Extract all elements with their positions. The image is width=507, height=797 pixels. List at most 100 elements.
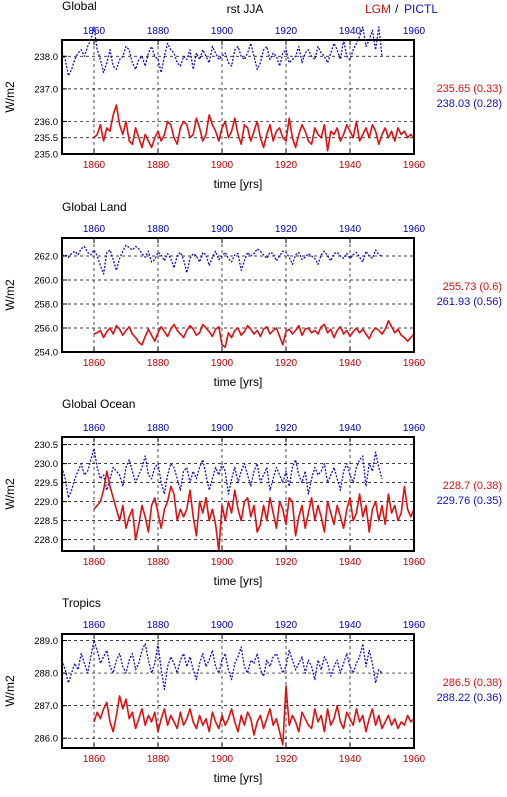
annotation-pictl: 261.93 (0.56) xyxy=(437,296,502,308)
gridlines xyxy=(62,40,414,154)
ytick-label: 235.0 xyxy=(34,150,58,161)
xtick-label-top: 1860 xyxy=(83,620,106,631)
xtick-label-bottom: 1880 xyxy=(147,160,170,171)
xtick-label-bottom: 1960 xyxy=(403,358,426,369)
plot-frame xyxy=(61,436,415,552)
legend-separator: / xyxy=(395,2,399,16)
xtick-label-bottom: 1920 xyxy=(275,557,298,568)
xtick-label-top: 1920 xyxy=(275,620,298,631)
ytick-label: 258.0 xyxy=(34,300,58,311)
xtick-label-bottom: 1940 xyxy=(339,557,362,568)
x-axis-label: time [yrs] xyxy=(214,771,263,785)
annotation-lgm: 228.7 (0.38) xyxy=(443,480,502,492)
xtick-label-top: 1960 xyxy=(403,26,426,37)
xtick-label-top: 1880 xyxy=(147,423,170,434)
gridlines xyxy=(62,437,414,551)
xtick-label-bottom: 1920 xyxy=(275,358,298,369)
xtick-label-top: 1860 xyxy=(83,26,106,37)
ytick-label: 228.0 xyxy=(34,535,58,546)
panel-title: Global Land xyxy=(62,200,127,214)
xtick-label-top: 1940 xyxy=(339,423,362,434)
series-line-lgm xyxy=(93,104,415,152)
xtick-label-top: 1960 xyxy=(403,423,426,434)
xtick-label-top: 1880 xyxy=(147,224,170,235)
ytick-label: 288.0 xyxy=(34,669,58,680)
ytick-label: 230.0 xyxy=(34,459,58,470)
xtick-label-bottom: 1940 xyxy=(339,358,362,369)
panel-title: Global Ocean xyxy=(62,397,135,411)
xtick-label-top: 1900 xyxy=(211,224,234,235)
xtick-label-bottom: 1900 xyxy=(211,358,234,369)
xtick-label-bottom: 1900 xyxy=(211,557,234,568)
series-line-lgm xyxy=(93,470,415,552)
ytick-label: 229.0 xyxy=(34,497,58,508)
xtick-label-bottom: 1880 xyxy=(147,557,170,568)
xtick-label-top: 1940 xyxy=(339,224,362,235)
series-line-lgm xyxy=(93,685,415,746)
ytick-label: 260.0 xyxy=(34,276,58,287)
series-line-pictl xyxy=(61,447,383,499)
xtick-label-top: 1920 xyxy=(275,26,298,37)
legend-lgm: LGM xyxy=(365,2,391,16)
annotation-lgm: 286.5 (0.38) xyxy=(443,677,502,689)
xtick-label-bottom: 1860 xyxy=(83,557,106,568)
xtick-label-top: 1940 xyxy=(339,26,362,37)
xtick-label-top: 1920 xyxy=(275,423,298,434)
ytick-label: 287.0 xyxy=(34,701,58,712)
annotation-pictl: 238.03 (0.28) xyxy=(437,98,502,110)
series-line-pictl xyxy=(61,244,383,275)
xtick-label-bottom: 1960 xyxy=(403,160,426,171)
series-line-lgm xyxy=(93,319,415,349)
annotation-pictl: 229.76 (0.35) xyxy=(437,495,502,507)
xtick-label-top: 1940 xyxy=(339,620,362,631)
annotation-pictl: 288.22 (0.36) xyxy=(437,692,502,704)
ytick-label: 228.5 xyxy=(34,516,58,527)
panel-tropics: Tropics 1860 1880 1900 1920 1940 1960 1860 1880 1… xyxy=(3,596,502,785)
y-axis-label: W/m2 xyxy=(3,279,17,311)
xtick-label-top: 1860 xyxy=(83,224,106,235)
xtick-label-bottom: 1900 xyxy=(211,160,234,171)
ytick-label: 238.0 xyxy=(34,52,58,63)
ytick-label: 286.0 xyxy=(34,734,58,745)
x-axis-label: time [yrs] xyxy=(214,574,263,588)
xtick-label-top: 1900 xyxy=(211,423,234,434)
ytick-label: 236.0 xyxy=(34,117,58,128)
plot-frame xyxy=(61,633,415,749)
panel-global-ocean: Global Ocean 1860 1880 1900 1920 1940 1960 1860… xyxy=(3,397,502,588)
ytick-label: 235.5 xyxy=(34,133,58,144)
xtick-label-top: 1960 xyxy=(403,224,426,235)
ytick-label: 262.0 xyxy=(34,252,58,263)
ytick-label: 289.0 xyxy=(34,636,58,647)
figure-title: rst JJA xyxy=(227,2,264,16)
xtick-label-top: 1880 xyxy=(147,620,170,631)
xtick-label-top: 1860 xyxy=(83,423,106,434)
panel-global: Global 1860 1880 1900 1920 1940 1960 1860 1880 19… xyxy=(3,0,502,191)
ytick-label: 230.5 xyxy=(34,440,58,451)
panel-global-land: Global Land 1860 1880 1900 1920 1940 1960 1860 1… xyxy=(3,200,502,389)
xtick-label-top: 1920 xyxy=(275,224,298,235)
ytick-label: 254.0 xyxy=(34,348,58,359)
xtick-label-bottom: 1940 xyxy=(339,160,362,171)
xtick-label-bottom: 1920 xyxy=(275,754,298,765)
ytick-label: 229.5 xyxy=(34,478,58,489)
legend: LGM / PICTL xyxy=(365,2,438,16)
annotation-lgm: 235.65 (0.33) xyxy=(437,83,502,95)
legend-pictl: PICTL xyxy=(404,2,438,16)
xtick-label-bottom: 1880 xyxy=(147,358,170,369)
xtick-label-top: 1900 xyxy=(211,620,234,631)
panel-title: Tropics xyxy=(62,596,101,610)
plot-frame xyxy=(61,237,415,353)
xtick-label-top: 1900 xyxy=(211,26,234,37)
y-axis-label: W/m2 xyxy=(3,478,17,510)
xtick-label-bottom: 1920 xyxy=(275,160,298,171)
panel-title: Global xyxy=(62,0,97,13)
gridlines xyxy=(62,238,414,352)
ytick-label: 256.0 xyxy=(34,324,58,335)
xtick-label-bottom: 1900 xyxy=(211,754,234,765)
xtick-label-bottom: 1960 xyxy=(403,754,426,765)
panels: Global 1860 1880 1900 1920 1940 1960 1860 1880 19… xyxy=(3,0,502,785)
series-line-pictl xyxy=(61,639,383,691)
xtick-label-bottom: 1960 xyxy=(403,557,426,568)
x-axis-label: time [yrs] xyxy=(214,375,263,389)
